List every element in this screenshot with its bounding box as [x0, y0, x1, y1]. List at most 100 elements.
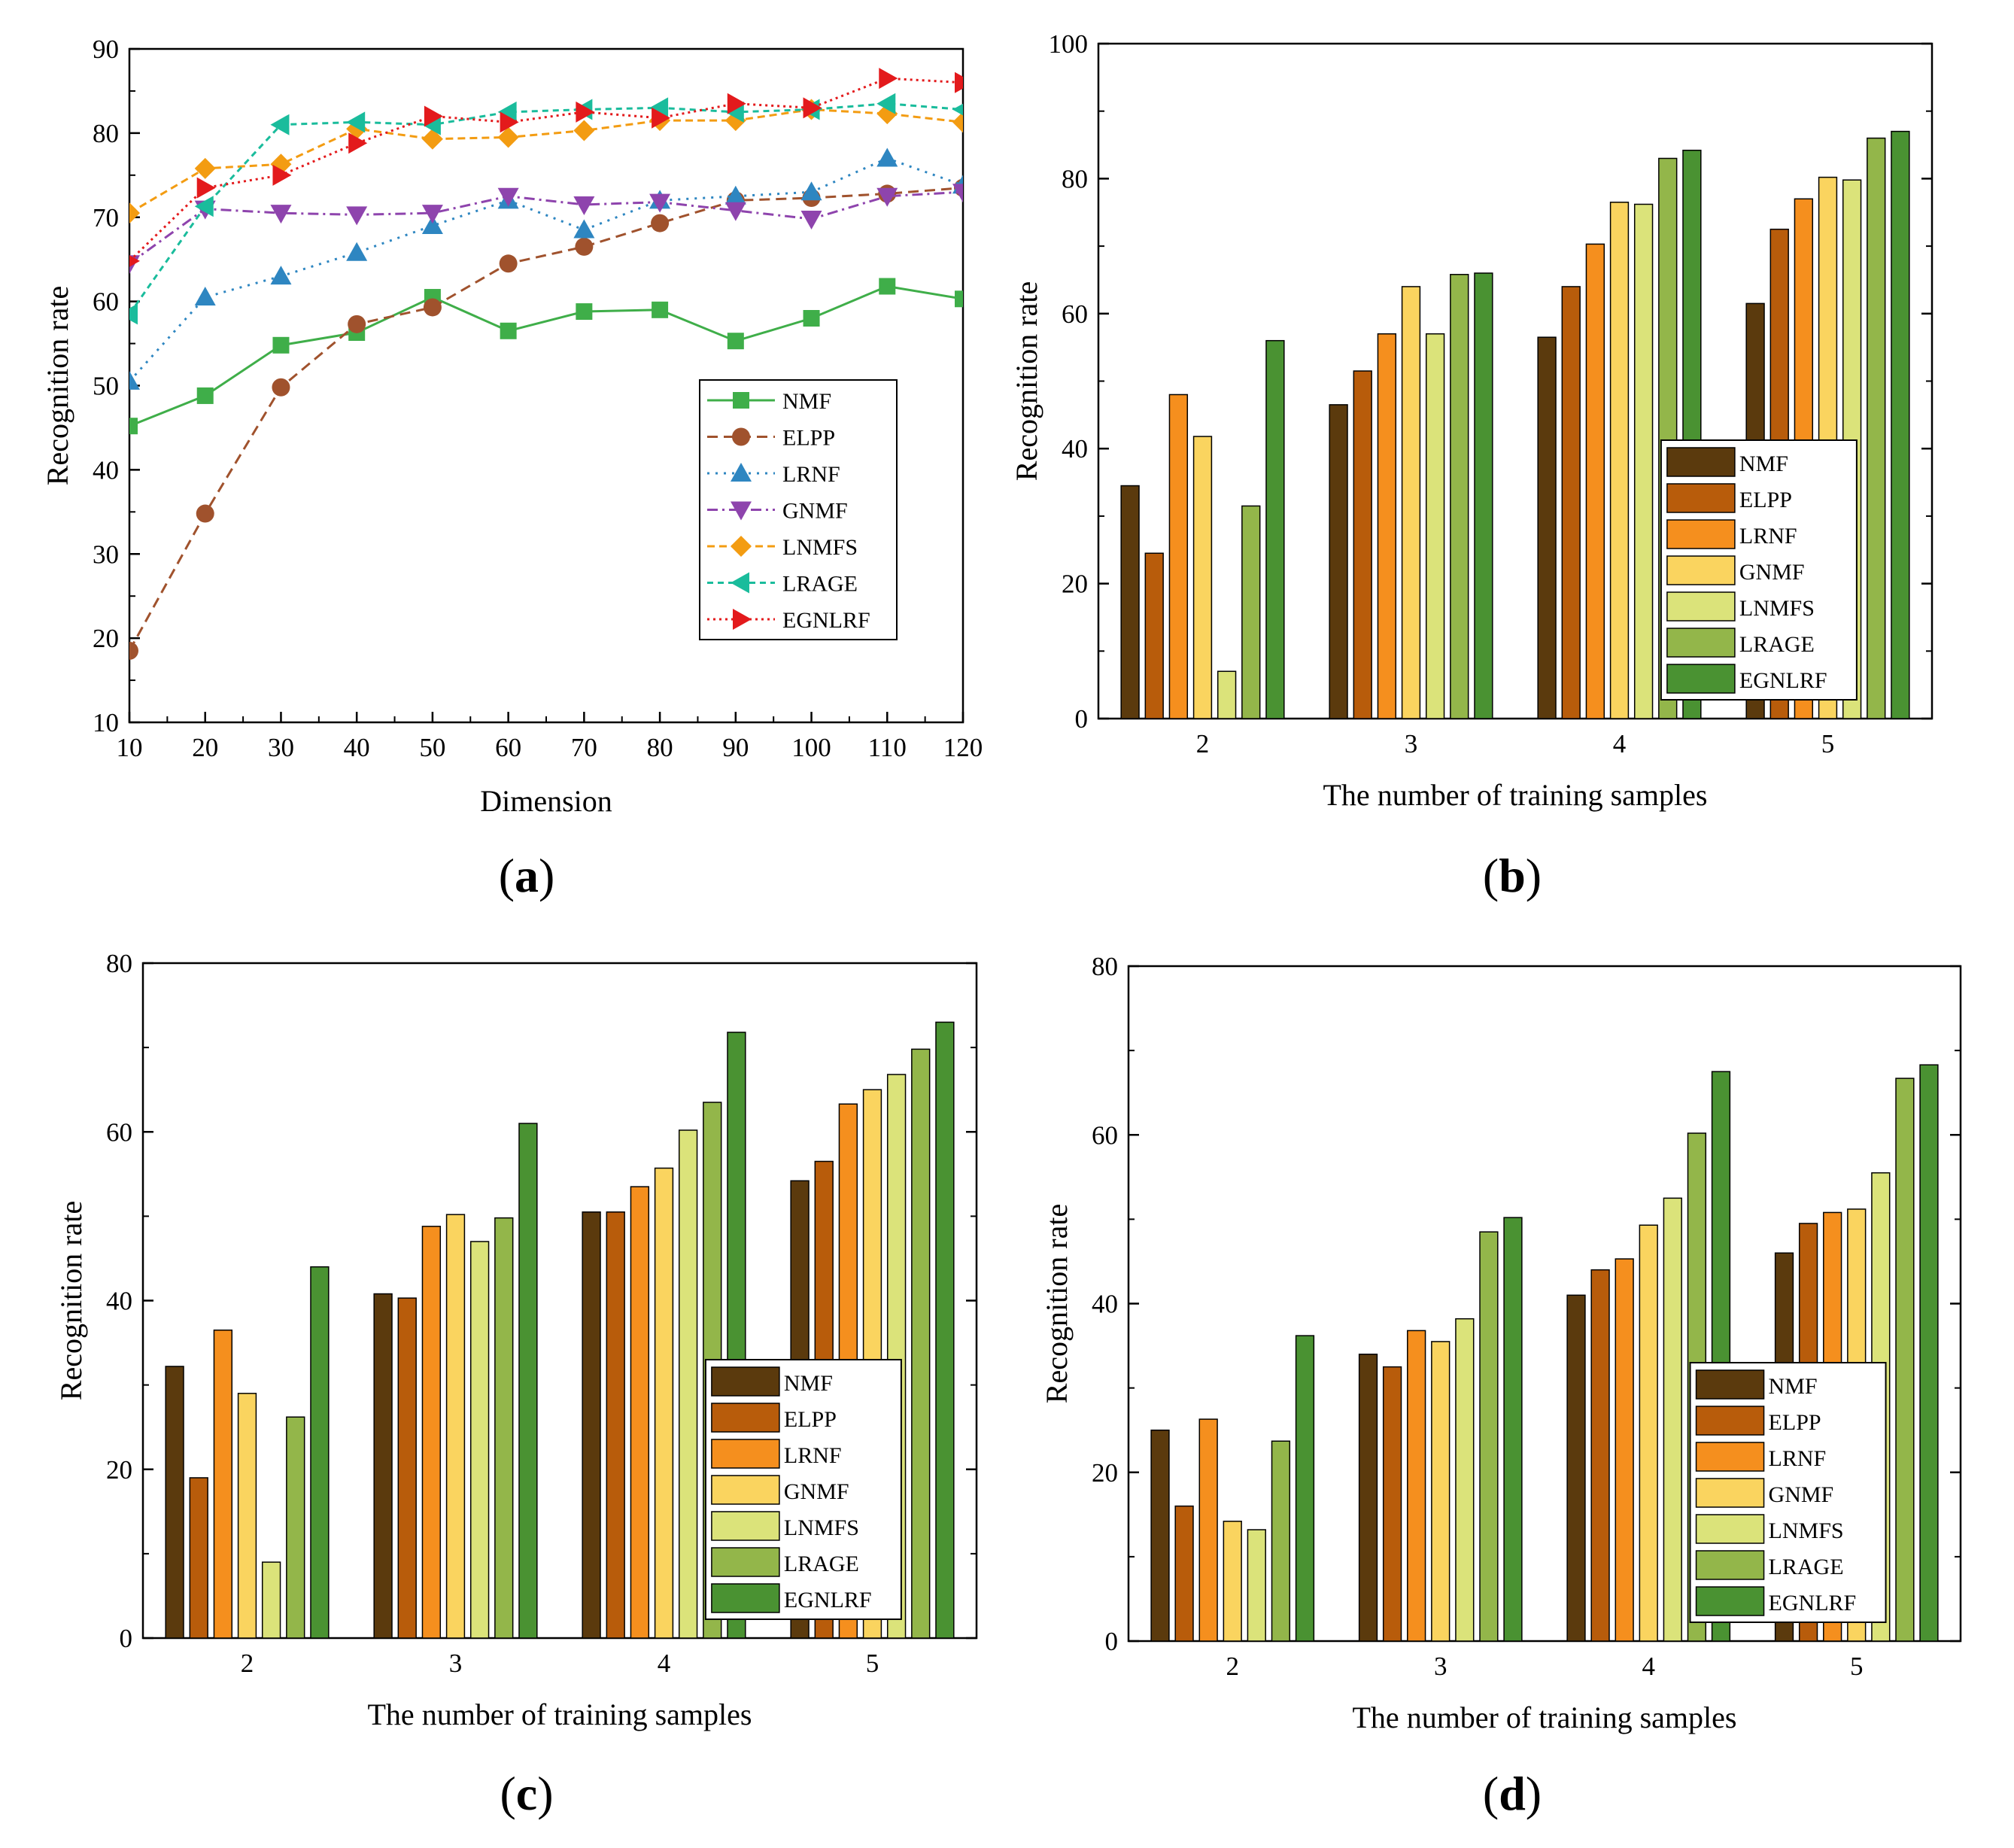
bar-LNMFS-4 [1663, 1197, 1682, 1642]
x-tick-label: 20 [192, 733, 218, 762]
caption-close: ) [1526, 849, 1542, 902]
data-point-NMF [576, 303, 593, 321]
data-point-LRAGE [876, 93, 896, 114]
x-tick-label: 2 [1196, 729, 1210, 758]
y-axis-title: Recognition rate [1040, 1204, 1074, 1403]
bar-LRAGE-5 [911, 1048, 931, 1639]
bar-LRNF-2 [1198, 1418, 1218, 1642]
legend-swatch-EGNLRF [1695, 1586, 1765, 1616]
x-tick-label: 120 [943, 733, 983, 762]
x-axis-title: The number of training samples [1353, 1701, 1737, 1734]
data-point-GNMF [421, 205, 443, 224]
legend-swatch-LRAGE [1666, 628, 1736, 658]
data-point-NMF [129, 418, 138, 435]
data-point-GNMF [724, 202, 746, 221]
bar-GNMF-4 [1609, 202, 1630, 719]
legend-label-LNMFS: LNMFS [784, 1515, 859, 1540]
bar-GNMF-3 [445, 1214, 466, 1639]
series-GNMF [129, 184, 963, 275]
bar-LRAGE-2 [1271, 1440, 1291, 1642]
legend-label-LRAGE: LRAGE [1769, 1555, 1844, 1579]
legend-swatch-EGNLRF [1666, 664, 1736, 694]
legend-swatch-GNMF [711, 1475, 780, 1505]
y-tick-label: 20 [1062, 570, 1088, 599]
series-line-LRNF [129, 157, 963, 382]
x-tick-label: 40 [344, 733, 370, 762]
bar-ELPP-4 [606, 1211, 625, 1639]
bar-LRNF-2 [213, 1329, 233, 1639]
data-point-LRAGE [649, 97, 669, 119]
legend-marker-LNMFS [731, 536, 752, 557]
caption-open: ( [500, 1767, 515, 1820]
bar-EGNLRF-3 [1474, 272, 1493, 719]
data-point-ELPP [651, 214, 670, 233]
legend-swatch-ELPP [1695, 1406, 1765, 1436]
series-LRNF [129, 147, 963, 390]
caption-letter: c [516, 1767, 537, 1820]
data-point-LNMFS [194, 157, 216, 179]
data-point-GNMF [876, 187, 898, 207]
legend-label-ELPP: ELPP [784, 1407, 837, 1432]
series-line-NMF [129, 284, 963, 427]
data-point-ELPP [575, 237, 594, 256]
chart-a: 10 20 30 40 50 60 70 80 90 100 110 120 10 20 30 40 50 60 7… [41, 35, 983, 902]
data-point-EGNLRF [955, 71, 963, 93]
bar-GNMF-4 [1639, 1224, 1658, 1642]
legend-swatch-LRAGE [711, 1547, 780, 1577]
data-point-GNMF [800, 210, 822, 229]
bar-NMF-3 [1329, 404, 1348, 719]
data-point-EGNLRF [129, 255, 140, 267]
x-tick-label: 70 [571, 733, 597, 762]
bar-ELPP-4 [1561, 286, 1581, 719]
y-tick-label: 60 [93, 287, 119, 317]
y-tick-label: 50 [93, 372, 119, 401]
y-tick-label: 100 [1049, 29, 1089, 59]
data-point-LRNF [129, 370, 140, 390]
bar-GNMF-4 [654, 1167, 674, 1639]
bar-LNMFS-3 [1455, 1318, 1475, 1642]
caption-close: ) [537, 1767, 553, 1820]
data-point-LNMFS [421, 128, 443, 150]
legend-swatch-ELPP [1666, 483, 1736, 513]
y-axis-title: Recognition rate [1010, 281, 1043, 481]
legend-label-LRAGE: LRAGE [784, 1552, 859, 1576]
data-point-LRAGE [346, 111, 366, 133]
panel-caption: (b) [1483, 849, 1542, 902]
data-point-GNMF [573, 196, 595, 215]
bar-LRNF-4 [1615, 1258, 1634, 1642]
legend-label-NMF: NMF [1769, 1374, 1818, 1399]
bar-LRNF-3 [421, 1226, 442, 1639]
data-point-LRAGE [952, 103, 963, 116]
bar-LNMFS-2 [1217, 670, 1237, 719]
data-point-EGNLRF [348, 132, 368, 154]
data-point-NMF [879, 278, 896, 295]
y-tick-label: 70 [93, 203, 119, 233]
legend-marker-LRAGE [731, 572, 749, 594]
data-point-LNMFS [129, 202, 140, 224]
data-point-LRNF [573, 219, 595, 239]
panel-caption: (c) [500, 1767, 553, 1820]
legend-swatch-ELPP [711, 1403, 780, 1433]
legend-label-EGNLRF: EGNLRF [1769, 1591, 1857, 1615]
bar-NMF-2 [1150, 1429, 1170, 1642]
caption-close: ) [1526, 1767, 1542, 1820]
bar-EGNLRF-3 [1503, 1217, 1523, 1642]
y-tick-label: 20 [93, 624, 119, 653]
data-point-LRAGE [497, 101, 517, 123]
bar-NMF-4 [1537, 336, 1557, 719]
data-point-ELPP [348, 315, 366, 333]
legend-swatch-LRAGE [1695, 1550, 1765, 1580]
series-line-GNMF [129, 190, 963, 265]
legend-label-LNMFS: LNMFS [782, 535, 858, 560]
legend-label-GNMF: GNMF [1769, 1482, 1834, 1507]
y-tick-label: 80 [1092, 952, 1118, 981]
y-tick-label: 30 [93, 540, 119, 569]
bar-LNMFS-2 [261, 1561, 281, 1639]
bar-ELPP-3 [1353, 370, 1372, 719]
legend-label-LNMFS: LNMFS [1769, 1518, 1844, 1543]
x-tick-label: 5 [866, 1649, 879, 1678]
series-line-EGNLRF [129, 77, 963, 263]
bar-LRAGE-3 [1450, 274, 1469, 719]
data-point-EGNLRF [424, 105, 443, 127]
